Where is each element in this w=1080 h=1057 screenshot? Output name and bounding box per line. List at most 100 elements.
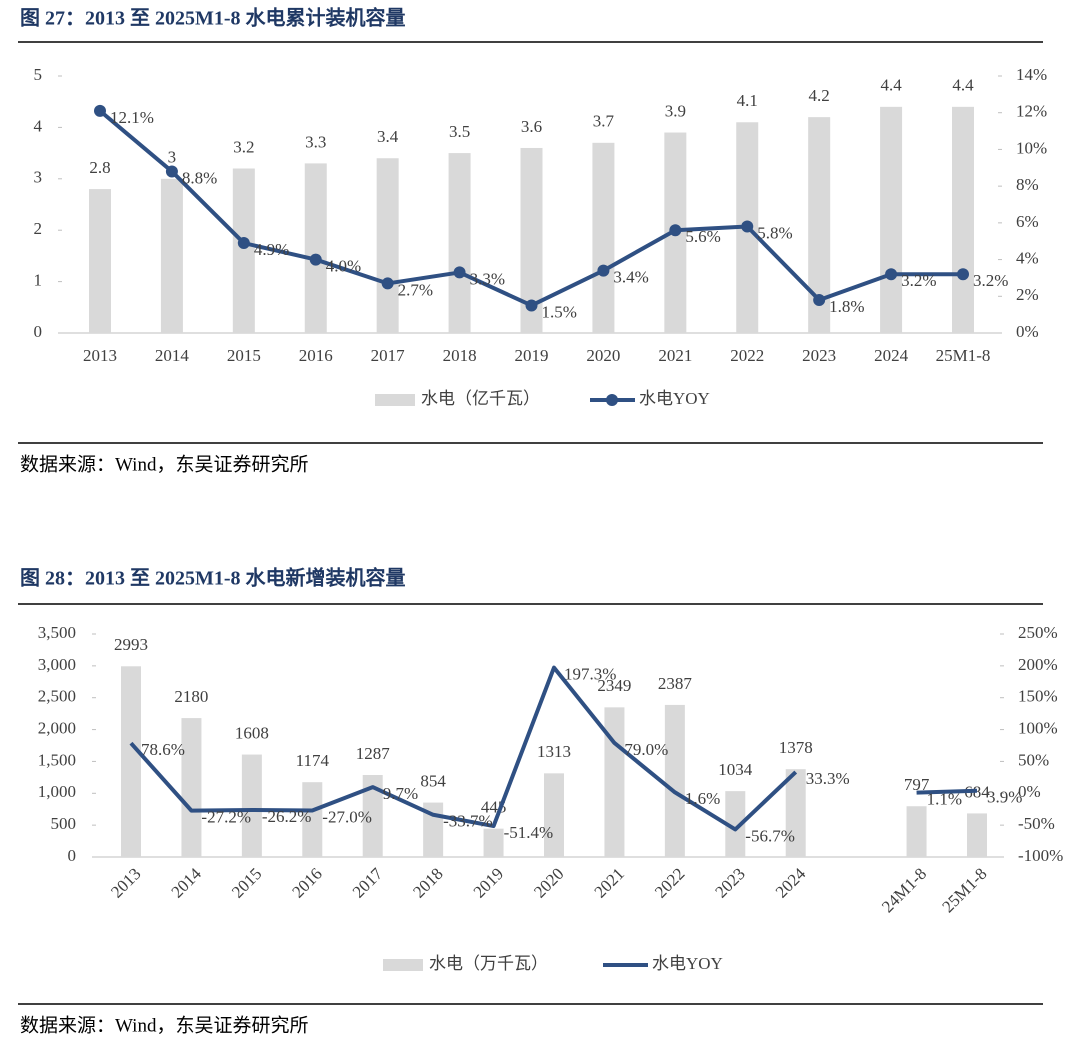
line-marker <box>741 220 754 233</box>
bar-label: 3.3 <box>305 132 326 151</box>
legend-label: 水电（亿千瓦） <box>421 389 540 408</box>
x-tick-label: 2024 <box>874 346 909 365</box>
line-label: 3.2% <box>973 271 1008 290</box>
bar-label: 797 <box>904 775 930 794</box>
bar-label: 2180 <box>174 687 208 706</box>
source: 数据来源：Wind，东吴证券研究所 <box>20 1014 308 1036</box>
bar <box>967 813 987 857</box>
chart-title: 图 28：2013 至 2025M1-8 水电新增装机容量 <box>20 566 406 590</box>
y-tick-label: 0 <box>34 322 43 341</box>
line-label: 1.6% <box>685 789 720 808</box>
y-tick-label: 1,500 <box>38 750 76 769</box>
line-label: 8.8% <box>182 168 217 187</box>
legend-swatch <box>383 959 423 971</box>
line-label: 5.8% <box>757 223 792 242</box>
line-label: 1.8% <box>829 297 864 316</box>
x-tick-label: 2014 <box>155 346 190 365</box>
y-tick-label: 500 <box>51 814 77 833</box>
y-tick-label: 0 <box>68 846 77 865</box>
bar-label: 1608 <box>235 723 269 742</box>
x-tick-label: 2016 <box>288 864 325 901</box>
y-tick-label: 4 <box>34 116 43 135</box>
x-tick-label: 2013 <box>83 346 117 365</box>
legend-label: 水电YOY <box>652 954 723 973</box>
bar-label: 4.1 <box>737 91 758 110</box>
bar <box>906 806 927 857</box>
line-label: -33.7% <box>443 812 493 831</box>
line-label: 3.3% <box>470 269 505 288</box>
x-tick-label: 2023 <box>711 864 748 901</box>
x-tick-label: 2015 <box>227 346 261 365</box>
bar-label: 2993 <box>114 635 148 654</box>
bar <box>604 707 625 857</box>
y2-tick-label: 6% <box>1016 212 1039 231</box>
bar <box>121 666 141 857</box>
line-marker <box>309 253 322 266</box>
x-tick-label: 2016 <box>299 346 333 365</box>
y2-tick-label: 12% <box>1016 102 1047 121</box>
x-tick-label: 2018 <box>409 864 446 901</box>
y2-tick-label: 2% <box>1016 285 1039 304</box>
y-tick-label: 3 <box>34 168 43 187</box>
line-label: 4.0% <box>326 256 361 275</box>
y2-tick-label: 8% <box>1016 175 1039 194</box>
y2-tick-label: 0% <box>1018 782 1041 801</box>
bar-label: 684 <box>964 782 990 801</box>
bar <box>160 178 183 333</box>
y-tick-label: 2,500 <box>38 687 76 706</box>
bar-label: 2387 <box>658 674 693 693</box>
line-label: 197.3% <box>564 664 616 683</box>
y-tick-label: 5 <box>34 65 43 84</box>
line-label: 79.0% <box>624 740 668 759</box>
y-tick-label: 1,000 <box>38 782 76 801</box>
bar-label: 2.8 <box>89 158 110 177</box>
line-label: 3.2% <box>901 271 936 290</box>
bar <box>592 142 615 333</box>
line-label: 3.4% <box>613 267 648 286</box>
bar <box>785 769 806 857</box>
bar <box>725 791 746 857</box>
bar-label: 3 <box>168 148 177 167</box>
line-label: -51.4% <box>504 823 554 842</box>
line-label: -27.0% <box>322 807 372 826</box>
line-marker <box>957 268 969 281</box>
x-tick-label: 25M1-8 <box>936 346 991 365</box>
x-tick-label: 24M1-8 <box>878 864 930 916</box>
line-marker <box>453 266 466 279</box>
x-tick-label: 25M1-8 <box>938 864 990 916</box>
x-tick-label: 2017 <box>371 346 406 365</box>
line-marker <box>94 104 106 117</box>
bar <box>302 782 323 857</box>
line-label: 4.9% <box>254 240 289 259</box>
bar <box>808 117 831 334</box>
bar <box>241 754 262 857</box>
bar <box>880 106 903 333</box>
bar-label: 3.2 <box>233 137 254 156</box>
bar-label: 4.4 <box>952 76 974 95</box>
line-label: -56.7% <box>745 826 795 845</box>
x-tick-label: 2022 <box>730 346 764 365</box>
bar-label: 1313 <box>537 742 571 761</box>
line-label: 3.9% <box>987 788 1022 807</box>
y2-tick-label: -100% <box>1018 846 1063 865</box>
x-tick-label: 2018 <box>443 346 477 365</box>
line <box>129 665 978 832</box>
x-tick-label: 2020 <box>530 864 567 901</box>
bar-label: 1034 <box>718 760 753 779</box>
line-marker <box>885 268 898 281</box>
x-tick-label: 2019 <box>515 346 549 365</box>
bar-label: 1287 <box>356 744 391 763</box>
y2-tick-label: 200% <box>1018 655 1058 674</box>
chart-title: 图 27：2013 至 2025M1-8 水电累计装机容量 <box>20 6 406 30</box>
bar <box>544 773 564 857</box>
bar <box>520 147 543 333</box>
x-tick-label: 2015 <box>228 864 265 901</box>
line-label: 5.6% <box>685 227 720 246</box>
bar-label: 3.6 <box>521 117 542 136</box>
line-label: 9.7% <box>383 784 418 803</box>
y2-tick-label: -50% <box>1018 814 1055 833</box>
line-marker <box>525 299 538 312</box>
y-tick-label: 2,000 <box>38 718 76 737</box>
y2-tick-label: 50% <box>1018 750 1049 769</box>
